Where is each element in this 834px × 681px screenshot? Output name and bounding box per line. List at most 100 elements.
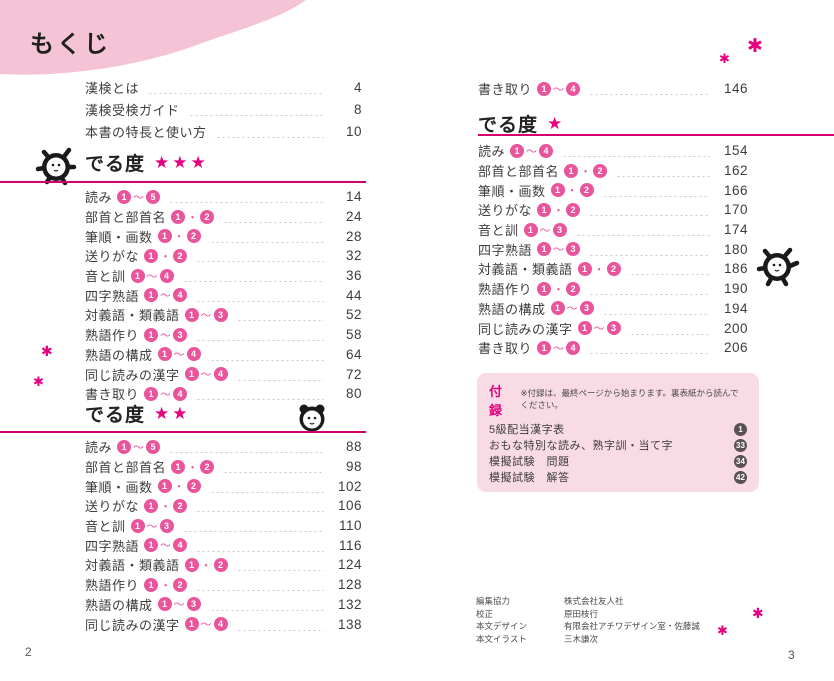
appendix-item-label: 模擬試験 解答 (489, 472, 570, 484)
dotted-leader (680, 438, 734, 452)
part-badge: 5 (146, 439, 161, 454)
dotted-leader (194, 499, 324, 513)
section-rule (0, 181, 366, 183)
appendix-item-label: 模擬試験 問題 (489, 456, 570, 468)
toc-item: 送りがな 1 ・ 2 170 (478, 200, 748, 220)
dotted-leader (186, 102, 324, 116)
toc-item-label: 音と訓 (85, 269, 126, 285)
toc-item-label: 熟語の構成 (85, 347, 153, 363)
part-badge: 3 (173, 327, 188, 342)
badge-separator: ～ (146, 270, 158, 283)
toc-item-label: 本書の特長と使い方 (85, 124, 207, 140)
toc-item-label: 音と訓 (85, 519, 126, 535)
part-badge: 1 (184, 307, 199, 322)
appendix-item: 模擬試験 問題 34 (489, 453, 747, 469)
dotted-leader (627, 321, 710, 335)
dotted-leader (576, 454, 734, 468)
part-number-badges: 1 ・ 2 (184, 557, 228, 573)
part-badge: 3 (186, 597, 201, 612)
part-badge: 2 (200, 459, 215, 474)
part-number-badges: 1 ～ 4 (144, 287, 188, 303)
badge-separator: ・ (200, 559, 212, 572)
credits-block: 編集協力 株式会社友人社 校正 原田枝行 本文デザイン 有限会社アチワデザイン室… (476, 595, 700, 645)
part-number-badges: 1 ～ 3 (157, 596, 201, 612)
germ-mascot-icon (756, 247, 800, 287)
badge-separator: ・ (160, 500, 172, 513)
part-badge: 1 (537, 281, 552, 296)
dotted-leader (587, 282, 710, 296)
part-badge: 1 (144, 327, 159, 342)
dotted-leader (167, 190, 324, 204)
toc-item-label: 同じ読みの漢字 (478, 321, 573, 337)
credit-name: 株式会社友人社 (564, 596, 624, 606)
toc-item: 漢検とは 4 (85, 76, 362, 98)
toc-item-page-number: 64 (345, 346, 362, 362)
credit-row: 本文イラスト 三木謙次 (476, 633, 700, 646)
dotted-leader (180, 519, 324, 533)
part-number-badges: 1 ・ 2 (550, 182, 594, 198)
toc-item-label: 書き取り (478, 82, 533, 98)
badge-separator: ～ (160, 540, 172, 553)
part-badge: 1 (184, 557, 199, 572)
part-badge: 1 (171, 459, 186, 474)
appendix-title: 付録 (489, 384, 504, 418)
part-badge: 1 (510, 143, 525, 158)
credit-role: 編集協力 (476, 596, 511, 606)
toc-item-label: 筆順・画数 (85, 479, 153, 495)
dotted-leader (600, 301, 710, 315)
toc-item-label: 熟語の構成 (478, 301, 546, 317)
toc-item-page-number: 44 (345, 287, 362, 303)
badge-separator: ～ (173, 349, 185, 362)
part-badge: 1 (130, 518, 145, 533)
part-number-badges: 1 ・ 2 (171, 459, 215, 475)
credit-row: 本文デザイン 有限会社アチワデザイン室・佐藤誠 (476, 620, 700, 633)
part-badge: 2 (593, 163, 608, 178)
toc-item-page-number: 166 (723, 182, 748, 198)
dotted-leader (234, 367, 324, 381)
toc-item: 熟語作り 1 ・ 2 190 (478, 279, 748, 299)
part-number-badges: 1 ～ 5 (117, 189, 161, 205)
part-badge: 4 (213, 617, 228, 632)
dotted-leader (194, 387, 324, 401)
part-number-badges: 1 ～ 3 (130, 518, 174, 534)
appendix-note: ※付録は、最終ページから始まります。裏表紙から読んでください。 (520, 388, 739, 410)
toc-item: 書き取り 1 ～ 4 206 (478, 338, 748, 358)
toc-item-label: 読み (85, 440, 113, 456)
section-header-level3: でる度 ★★★ (85, 149, 209, 176)
toc-item-page-number: 52 (345, 307, 362, 323)
part-badge: 2 (173, 498, 188, 513)
part-badge: 1 (184, 617, 199, 632)
toc-item-page-number: 162 (723, 163, 748, 179)
toc-item-page-number: 116 (338, 537, 362, 553)
part-badge: 1 (184, 367, 199, 382)
part-number-badges: 1 ～ 3 (577, 320, 621, 336)
part-number-badges: 1 ・ 2 (144, 577, 188, 593)
asterisk-decoration-icon: ✱ (752, 605, 764, 621)
section-title: でる度 (85, 405, 146, 426)
toc-item-page-number: 24 (345, 209, 362, 225)
credit-name: 有限会社アチワデザイン室・佐藤誠 (564, 621, 700, 631)
part-number-badges: 1 ～ 3 (537, 241, 581, 257)
badge-separator: ～ (160, 329, 172, 342)
part-badge: 4 (539, 143, 554, 158)
part-badge: 1 (157, 479, 172, 494)
part-badge: 2 (579, 183, 594, 198)
badge-separator: ・ (566, 185, 578, 198)
appendix-header: 付録 ※付録は、最終ページから始まります。裏表紙から読んでください。 (489, 381, 747, 419)
part-badge: 1 (564, 163, 579, 178)
toc-item: 部首と部首名 1 ・ 2 24 (85, 207, 362, 227)
toc-item-page-number: 106 (337, 498, 362, 514)
badge-separator: ～ (526, 145, 538, 158)
toc-item: 対義語・類義語 1 ～ 3 52 (85, 305, 362, 325)
dotted-leader (167, 440, 324, 454)
section-rule (0, 431, 366, 433)
part-badge: 1 (157, 229, 172, 244)
section-title: でる度 (478, 115, 539, 136)
part-number-badges: 1 ・ 2 (577, 261, 621, 277)
part-number-badges: 1 ～ 3 (184, 307, 228, 323)
badge-separator: ～ (146, 520, 158, 533)
dotted-leader (234, 308, 324, 322)
dotted-leader (600, 183, 710, 197)
part-badge: 1 (577, 321, 592, 336)
star-rating-icon: ★ (547, 113, 566, 133)
